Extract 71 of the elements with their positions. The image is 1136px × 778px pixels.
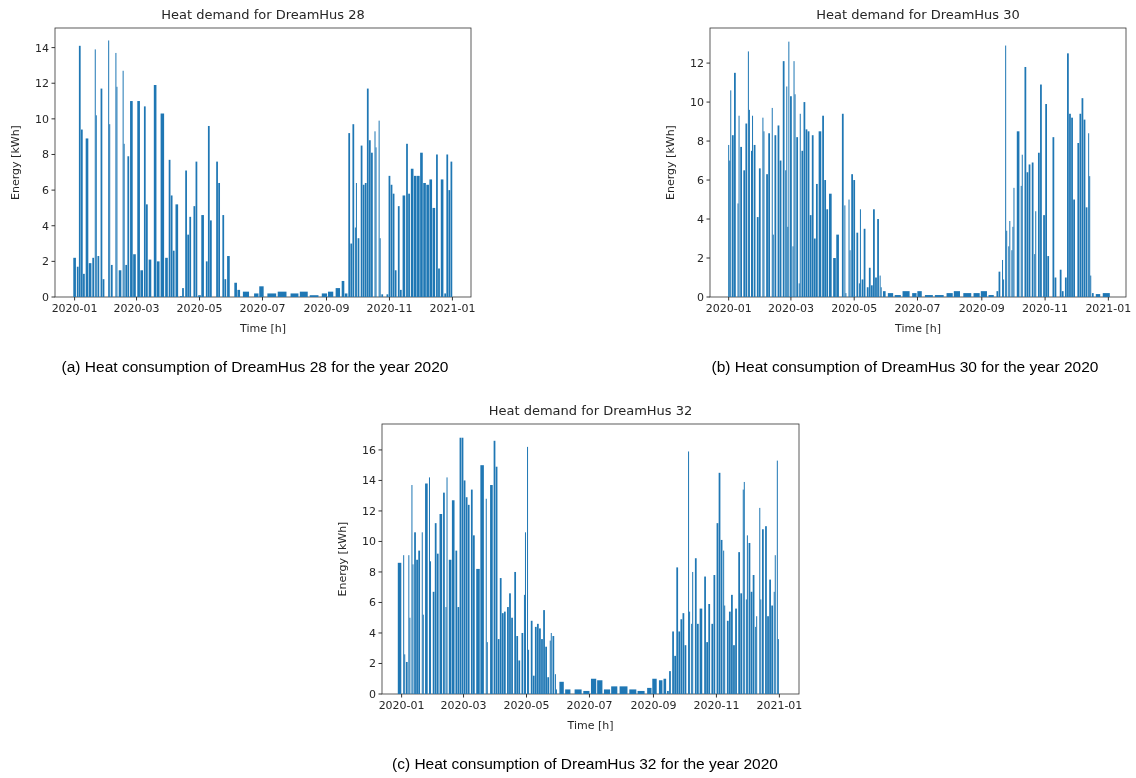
x-tick-label: 2020-03 (767, 302, 814, 315)
y-tick-label: 8 (697, 135, 704, 149)
x-tick-label: 2020-01 (51, 302, 98, 315)
y-tick-label: 2 (42, 255, 49, 269)
x-tick-label: 2020-05 (503, 699, 550, 712)
y-tick-label: 10 (690, 96, 704, 110)
chart-title: Heat demand for DreamHus 30 (816, 7, 1020, 22)
chart-title: Heat demand for DreamHus 28 (161, 7, 365, 22)
y-tick-label: 6 (697, 174, 704, 188)
bar (829, 193, 832, 297)
bar (201, 215, 204, 297)
y-tick-label: 8 (369, 565, 376, 579)
y-tick-label: 0 (369, 688, 376, 701)
y-tick-label: 0 (42, 291, 49, 304)
x-tick-label: 2020-03 (440, 699, 487, 712)
y-tick-label: 6 (369, 596, 376, 610)
y-axis-title: Energy [kWh] (336, 521, 349, 597)
x-tick-label: 2020-07 (239, 302, 286, 315)
bar (175, 204, 179, 297)
x-tick-label: 2020-01 (705, 302, 752, 315)
y-tick-label: 12 (690, 57, 704, 71)
bar (137, 101, 140, 297)
bar (882, 291, 886, 297)
x-tick-label: 2021-01 (1085, 302, 1132, 315)
y-tick-label: 12 (362, 504, 376, 518)
text: (c) Heat consumption of DreamHus 32 for the year 2020 (392, 755, 779, 772)
x-axis-title: Time [h] (566, 719, 614, 732)
x-tick-label: 2020-01 (378, 699, 425, 712)
text: (b) Heat consumption of DreamHus 30 for the year 2020 (711, 358, 1099, 375)
x-tick-label: 2020-05 (831, 302, 878, 315)
bar (451, 500, 455, 694)
y-tick-label: 14 (35, 41, 49, 55)
chart-title: Heat demand for DreamHus 32 (488, 403, 693, 418)
y-tick-label: 16 (362, 443, 376, 457)
x-tick-label: 2020-11 (693, 699, 740, 712)
bar (836, 234, 839, 297)
x-tick-label: 2020-09 (958, 302, 1005, 315)
x-tick-label: 2020-05 (176, 302, 223, 315)
x-axis-title: Time [h] (894, 322, 941, 335)
x-tick-label: 2020-09 (630, 699, 677, 712)
x-tick-label: 2020-07 (894, 302, 941, 315)
bar (130, 101, 133, 297)
x-tick-label: 2020-11 (366, 302, 413, 315)
bar (227, 256, 230, 297)
y-tick-label: 8 (42, 148, 49, 162)
y-tick-label: 6 (42, 184, 49, 198)
y-tick-label: 4 (42, 219, 49, 233)
y-tick-label: 2 (369, 657, 376, 671)
bar (429, 179, 433, 297)
y-axis-title: Energy [kWh] (9, 125, 22, 200)
y-tick-label: 2 (697, 252, 704, 266)
y-tick-label: 10 (35, 112, 49, 126)
bar (234, 282, 237, 297)
y-tick-label: 12 (35, 77, 49, 91)
bar (480, 465, 484, 694)
x-axis-title: Time [h] (239, 322, 286, 335)
bar (73, 257, 76, 297)
x-tick-label: 2020-03 (113, 302, 160, 315)
x-tick-label: 2020-09 (303, 302, 350, 315)
y-tick-label: 4 (697, 213, 704, 227)
bar (420, 152, 423, 297)
x-tick-label: 2020-11 (1022, 302, 1069, 315)
y-tick-label: 4 (369, 626, 376, 640)
x-tick-label: 2021-01 (756, 699, 803, 712)
y-tick-label: 10 (362, 535, 376, 549)
x-tick-label: 2021-01 (429, 302, 476, 315)
y-tick-label: 14 (362, 474, 376, 488)
x-tick-label: 2020-07 (566, 699, 613, 712)
y-tick-label: 0 (697, 291, 704, 304)
y-axis-title: Energy [kWh] (664, 125, 677, 200)
text: (a) Heat consumption of DreamHus 28 for the year 2020 (61, 358, 449, 375)
